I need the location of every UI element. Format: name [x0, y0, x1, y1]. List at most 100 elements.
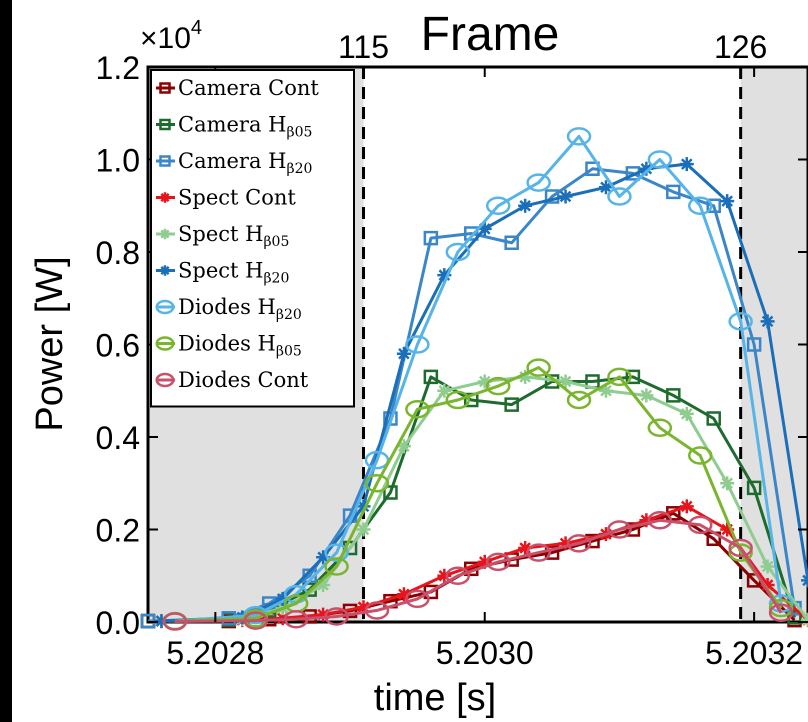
data-point: [383, 485, 398, 500]
data-point: [356, 522, 371, 537]
data-point: [558, 374, 573, 389]
legend-box: [150, 69, 355, 408]
y-tick-label: 0.8: [96, 235, 140, 271]
data-point: [720, 194, 735, 209]
data-point: [666, 388, 681, 403]
data-point: [243, 611, 269, 630]
series-line: [161, 162, 808, 623]
series-line: [174, 134, 783, 623]
data-point: [526, 358, 551, 377]
data-point: [607, 520, 632, 539]
data-point: [464, 226, 479, 241]
data-point: [687, 446, 713, 465]
data-point: [706, 198, 721, 213]
x-axis-label: time [s]: [374, 677, 496, 719]
data-point: [679, 499, 694, 514]
y-tick-label: 1.2: [96, 50, 140, 86]
data-point: [364, 474, 390, 493]
legend-swatch-marker: [155, 299, 175, 315]
data-point: [526, 543, 551, 562]
x-tick-label: 5.2030: [436, 635, 534, 671]
data-point: [558, 189, 573, 204]
legend-swatch-marker: [155, 336, 175, 351]
data-point: [162, 612, 188, 631]
chart-title: Frame: [421, 8, 560, 61]
x-tick-label: 5.2028: [166, 635, 264, 671]
data-point: [356, 499, 371, 514]
data-point: [760, 578, 775, 592]
data-point: [647, 511, 673, 530]
data-point: [396, 439, 411, 454]
legend-swatch-marker: [159, 82, 171, 94]
data-point: [666, 184, 681, 200]
data-point: [768, 598, 794, 618]
data-point: [598, 180, 613, 195]
data-point: [720, 522, 735, 537]
data-point: [598, 383, 613, 398]
data-point: [504, 235, 519, 250]
data-point: [746, 337, 762, 352]
y-tick-label: 0.6: [96, 328, 140, 364]
data-point: [316, 550, 331, 565]
data-point: [544, 545, 560, 560]
data-point: [679, 157, 694, 172]
data-point: [275, 591, 290, 606]
data-point: [558, 536, 573, 551]
data-point: [477, 554, 492, 569]
data-point: [485, 376, 511, 396]
data-point: [760, 559, 775, 574]
data-point: [445, 390, 471, 410]
data-point: [423, 369, 439, 385]
legend-entry-label: Camera Hβ20: [178, 149, 312, 177]
data-point: [356, 600, 371, 615]
series-group: [162, 511, 794, 631]
y-multiplier-label: ×104: [140, 17, 202, 55]
left-border-strip: [0, 0, 12, 722]
legend-entry-label: Diodes Hβ20: [178, 295, 302, 323]
series-line: [174, 518, 783, 623]
y-tick-label: 1.0: [96, 143, 140, 179]
data-point: [639, 513, 654, 528]
legend-entry-label: Diodes Cont: [178, 368, 309, 392]
series-line: [174, 366, 783, 623]
data-point: [324, 607, 349, 626]
data-point: [544, 189, 560, 204]
data-point: [154, 614, 169, 629]
data-point: [316, 607, 331, 622]
data-point: [504, 397, 519, 412]
data-point: [405, 589, 430, 609]
data-point: [679, 406, 694, 421]
data-point: [728, 312, 753, 331]
y-axis-label: Power [W]: [29, 256, 71, 431]
data-point: [396, 346, 411, 361]
data-point: [768, 603, 794, 622]
legend-entry-label: Spect Hβ05: [178, 222, 289, 250]
legend-swatch-marker: [159, 155, 171, 167]
y-tick-label: 0.2: [96, 513, 140, 549]
data-point: [396, 587, 411, 602]
data-point: [647, 418, 673, 437]
data-point: [364, 601, 390, 620]
legend: Camera Cont Camera Hβ05 Camera Hβ20 Spect C…: [150, 69, 355, 408]
legend-entry-label: Camera Hβ05: [178, 113, 312, 141]
data-point: [760, 314, 775, 329]
data-point: [566, 534, 592, 553]
data-point: [566, 127, 592, 146]
data-point: [437, 383, 452, 398]
data-point: [687, 515, 713, 535]
legend-swatch-marker: [159, 228, 171, 240]
data-point: [477, 221, 492, 236]
data-point: [746, 480, 762, 496]
legend-swatch-marker: [159, 118, 171, 131]
data-point: [405, 335, 430, 354]
data-point: [324, 557, 349, 576]
data-point: [518, 198, 533, 213]
data-point: [728, 543, 753, 562]
data-point: [316, 578, 331, 592]
data-point: [445, 566, 471, 585]
data-point: [639, 388, 654, 403]
legend-entry-label: Camera Cont: [178, 76, 319, 100]
series-group: [154, 157, 808, 629]
data-point: [607, 367, 632, 387]
